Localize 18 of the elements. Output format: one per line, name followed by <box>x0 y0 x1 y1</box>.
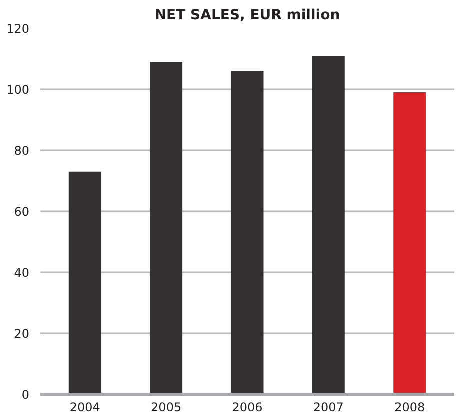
x-tick-label: 2007 <box>313 400 344 414</box>
bar <box>312 56 345 394</box>
y-tick-label: 60 <box>14 205 30 219</box>
y-tick-label: 80 <box>14 144 30 158</box>
bar <box>150 62 183 394</box>
x-tick-label: 2004 <box>70 400 100 414</box>
bar <box>231 71 264 394</box>
x-tick-label: 2008 <box>394 400 426 414</box>
y-tick-label: 0 <box>22 388 30 402</box>
chart-title: NET SALES, EUR million <box>154 8 340 24</box>
y-tick-label: 120 <box>6 22 30 36</box>
y-tick-label: 20 <box>14 327 30 341</box>
y-tick-label: 40 <box>14 266 30 280</box>
bar <box>68 172 102 394</box>
x-tick-label: 2006 <box>232 400 263 414</box>
bar <box>394 92 426 394</box>
y-tick-label: 100 <box>6 83 30 97</box>
x-tick-label: 2005 <box>151 400 182 414</box>
